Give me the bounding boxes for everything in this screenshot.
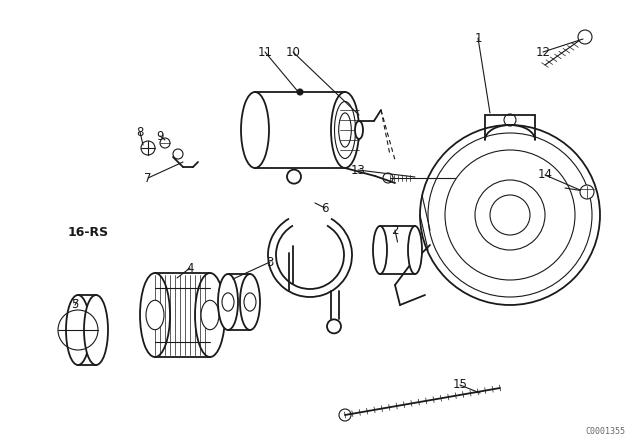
Text: 5: 5 xyxy=(71,298,79,311)
Text: 2: 2 xyxy=(391,224,399,237)
Ellipse shape xyxy=(146,300,164,330)
Ellipse shape xyxy=(195,273,225,357)
Text: 10: 10 xyxy=(285,46,300,59)
Text: 15: 15 xyxy=(452,379,467,392)
Ellipse shape xyxy=(244,293,256,311)
Text: 3: 3 xyxy=(266,255,274,268)
Text: 16-RS: 16-RS xyxy=(68,225,109,238)
Text: 13: 13 xyxy=(351,164,365,177)
Ellipse shape xyxy=(201,300,219,330)
Text: 6: 6 xyxy=(321,202,329,215)
Ellipse shape xyxy=(222,293,234,311)
Text: 9: 9 xyxy=(156,129,164,142)
Ellipse shape xyxy=(84,295,108,365)
Text: 1: 1 xyxy=(474,31,482,44)
Circle shape xyxy=(580,185,594,199)
Text: 4: 4 xyxy=(186,262,194,275)
Ellipse shape xyxy=(218,274,238,330)
Ellipse shape xyxy=(240,274,260,330)
Text: 8: 8 xyxy=(136,125,144,138)
Ellipse shape xyxy=(140,273,170,357)
Text: 14: 14 xyxy=(538,168,552,181)
Ellipse shape xyxy=(408,226,422,274)
Text: C0001355: C0001355 xyxy=(585,427,625,436)
Text: 7: 7 xyxy=(144,172,152,185)
Ellipse shape xyxy=(355,121,363,139)
Text: 12: 12 xyxy=(536,46,550,59)
Ellipse shape xyxy=(331,92,359,168)
Circle shape xyxy=(297,89,303,95)
Ellipse shape xyxy=(66,295,90,365)
Text: 11: 11 xyxy=(257,46,273,59)
Circle shape xyxy=(578,30,592,44)
Ellipse shape xyxy=(373,226,387,274)
